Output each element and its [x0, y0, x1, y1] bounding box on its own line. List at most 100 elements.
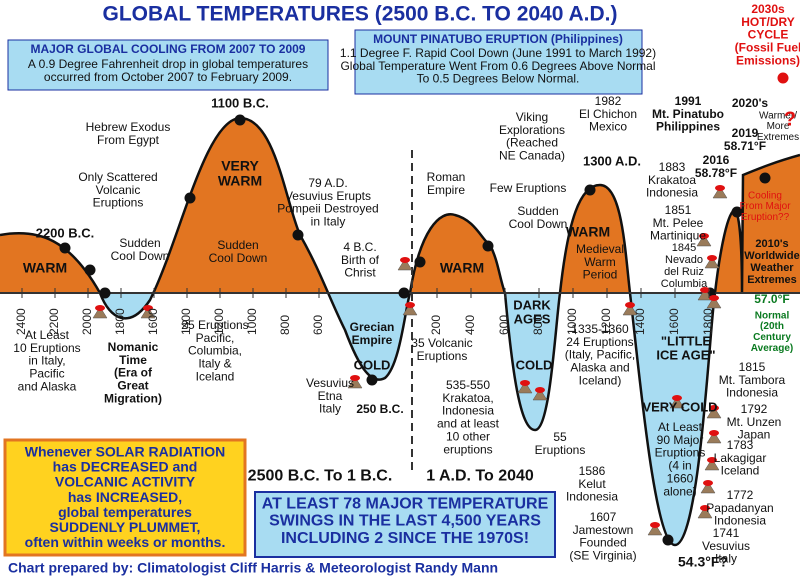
- eruption-plume: [672, 395, 682, 401]
- label-nomanic: (Era of: [114, 366, 153, 380]
- eruption-plume: [400, 257, 410, 263]
- eruption-plume: [703, 480, 713, 486]
- label-pina-body: To 0.5 Degrees Below Normal.: [417, 72, 580, 86]
- label-pinatubo91: Mt. Pinatubo: [652, 107, 724, 121]
- solar-box: [3, 438, 247, 557]
- label-unzen: Japan: [738, 428, 771, 442]
- label-t2010: Weather: [750, 262, 794, 274]
- x-tick-label: 1400: [179, 308, 193, 335]
- label-ad79: Pompeii Destroyed: [277, 202, 378, 216]
- eruption-plume: [520, 380, 530, 386]
- label-sudden1: Cool Down: [209, 251, 268, 265]
- x-tick-label: 800: [531, 315, 545, 335]
- label-darkages: DARK: [513, 298, 551, 313]
- label-ad79: Vesuvius Erupts: [285, 189, 371, 203]
- label-ruiz: Columbia: [661, 278, 708, 290]
- event-dot: [184, 192, 196, 204]
- x-tick-label: 1600: [146, 308, 160, 335]
- eruption-plume: [143, 305, 153, 311]
- event-dot: [414, 256, 426, 268]
- label-chichon: El Chichon: [579, 107, 637, 121]
- x-tick-label: 1400: [633, 308, 647, 335]
- label-credit: Chart prepared by: Climatologist Cliff H…: [8, 559, 498, 575]
- label-unzen: Mt. Unzen: [727, 415, 782, 429]
- label-bc4: Christ: [344, 266, 376, 280]
- event-dot: [59, 242, 71, 254]
- label-pinatubo91: 1991: [675, 94, 702, 108]
- eruption-plume: [699, 233, 709, 239]
- x-tick-label: 400: [463, 315, 477, 335]
- label-bc4: Birth of: [341, 253, 380, 267]
- label-f543: 54.3°F?: [678, 553, 728, 569]
- label-sudden3: Sudden: [517, 204, 558, 218]
- label-medieval: Medieval: [576, 242, 624, 256]
- label-warm1: WARM: [23, 259, 67, 275]
- label-sudden2: Sudden: [119, 236, 160, 250]
- label-atleast90: Eruptions: [655, 446, 706, 460]
- label-question: ?: [784, 109, 796, 131]
- pinatubo-box: [354, 29, 643, 95]
- label-atleast90: 90 Major: [657, 433, 704, 447]
- label-viking: Viking: [516, 110, 548, 124]
- label-krakatoa535: Indonesia: [442, 404, 494, 418]
- label-solar: global temperatures: [58, 504, 192, 520]
- label-erup55: 55: [553, 430, 567, 444]
- label-chichon: 1982: [595, 94, 622, 108]
- label-roman: Empire: [427, 183, 465, 197]
- label-solar: often within weeks or months.: [25, 534, 226, 550]
- event-dot: [731, 206, 743, 218]
- label-laki: Iceland: [721, 464, 760, 478]
- x-tick-label: 1600: [667, 308, 681, 335]
- x-tick-label: 1000: [565, 308, 579, 335]
- label-grecian: Empire: [352, 333, 393, 347]
- label-cooling-from: Eruption??: [741, 212, 790, 223]
- label-normal: (20th: [760, 321, 784, 332]
- label-krakatoa535: 535-550: [446, 378, 490, 392]
- eruption-plume: [709, 295, 719, 301]
- label-erup55: Eruptions: [535, 443, 586, 457]
- label-pelee: Martinique: [650, 229, 706, 243]
- event-dot: [777, 72, 789, 84]
- label-e1335: (Italy, Pacific,: [565, 348, 635, 362]
- label-vesuvius: Italy: [319, 402, 341, 416]
- label-tambora: Mt. Tambora: [719, 373, 786, 387]
- label-t2010: Extremes: [747, 274, 797, 286]
- label-atleast10: in Italy,: [28, 354, 65, 368]
- swings-box: [254, 491, 556, 558]
- label-ad-range: 1 A.D. To 2040: [426, 467, 534, 484]
- label-ruiz: del Ruiz: [664, 266, 704, 278]
- label-viking: NE Canada): [499, 149, 565, 163]
- label-t2010: 2010's: [755, 238, 788, 250]
- x-tick-label: 1800: [113, 308, 127, 335]
- eruption-plume: [625, 302, 635, 308]
- eruption-plume: [650, 522, 660, 528]
- label-roman: Roman: [427, 170, 466, 184]
- label-ad79: in Italy: [311, 215, 346, 229]
- label-solar: Whenever SOLAR RADIATION: [25, 443, 225, 459]
- event-dot: [482, 240, 494, 252]
- label-cycle: 2030s: [751, 2, 785, 16]
- label-pelee: Mt. Pelee: [653, 216, 704, 230]
- label-eruptions25: Pacific,: [196, 331, 235, 345]
- label-vesuv1741: Italy: [715, 552, 737, 566]
- label-pinatubo91: Philippines: [656, 120, 720, 134]
- label-krakatoa535: Krakatoa,: [442, 391, 493, 405]
- label-krakatoa1883: Krakatoa: [648, 173, 696, 187]
- label-laki: Lakagigar: [714, 451, 767, 465]
- label-atleast10: At Least: [25, 328, 70, 342]
- event-dot: [584, 184, 596, 196]
- label-e1335: Alaska and: [570, 361, 629, 375]
- label-darkages: AGES: [514, 312, 551, 327]
- label-exodus: Hebrew Exodus: [86, 120, 171, 134]
- label-scattered: Only Scattered: [78, 170, 157, 184]
- x-tick-label: 600: [311, 315, 325, 335]
- label-erup35: 35 Volcanic: [411, 336, 472, 350]
- label-e1335: 1335-1360: [571, 322, 629, 336]
- label-kelut: Indonesia: [566, 490, 618, 504]
- eruption-plume: [707, 255, 717, 261]
- label-unzen: 1792: [741, 402, 768, 416]
- label-sudden2: Cool Down: [111, 249, 170, 263]
- label-t2016: 2016: [703, 153, 730, 167]
- eruption-plume: [535, 387, 545, 393]
- x-tick-label: 600: [497, 315, 511, 335]
